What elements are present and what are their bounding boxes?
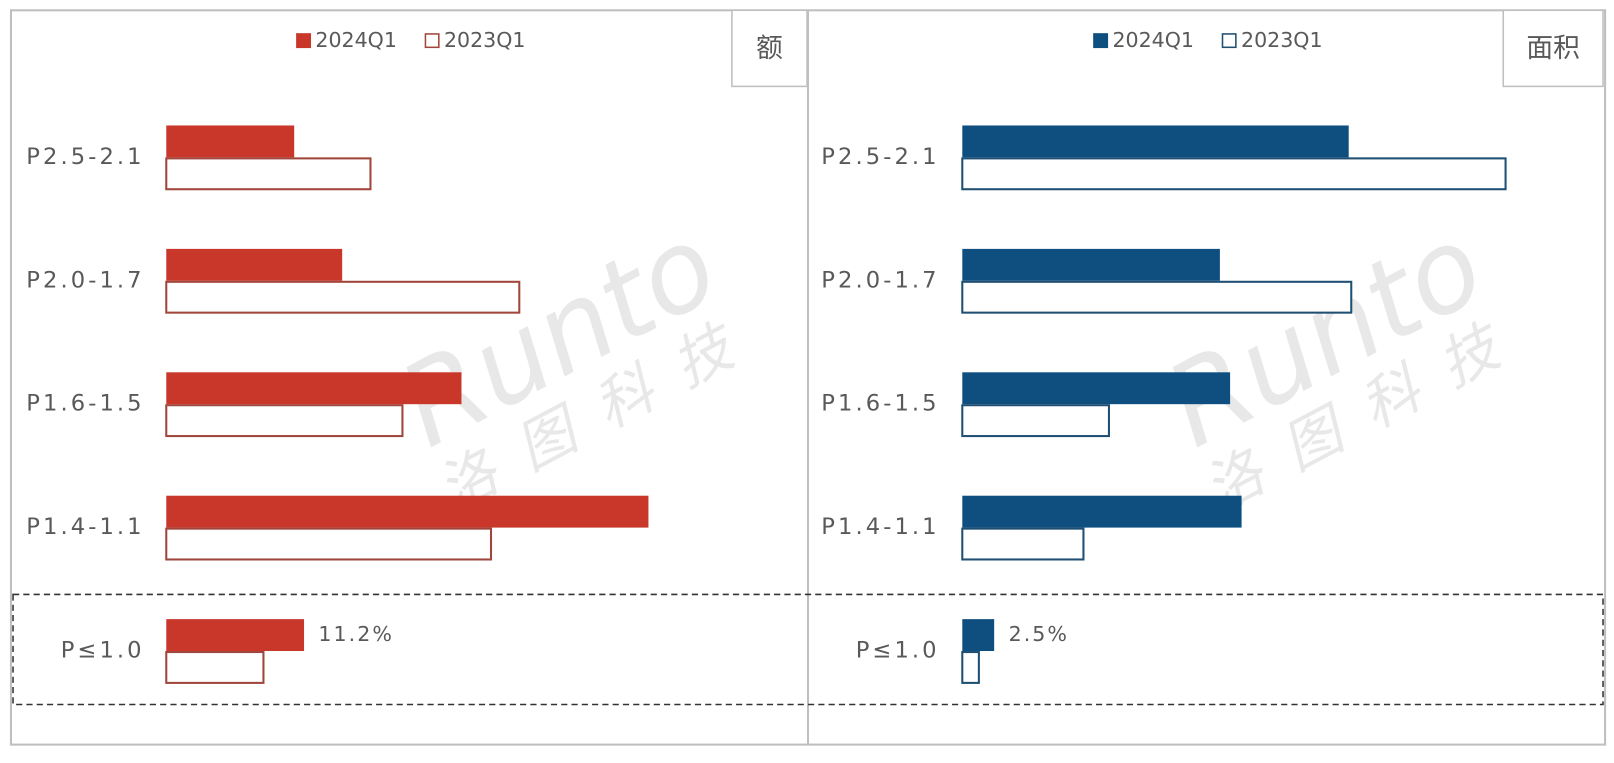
chart-title: 面积 bbox=[1526, 33, 1579, 64]
legend-label: 2024Q1 bbox=[1112, 28, 1194, 52]
bar bbox=[961, 280, 1353, 314]
bar bbox=[166, 125, 295, 158]
legend-swatch bbox=[296, 33, 312, 49]
bar bbox=[961, 404, 1110, 438]
highlight-box bbox=[12, 593, 1604, 706]
legend-label: 2024Q1 bbox=[315, 28, 397, 52]
bar bbox=[166, 248, 343, 281]
bar bbox=[962, 248, 1220, 281]
category-label: P2.0-1.7 bbox=[26, 267, 144, 293]
category-label: P2.5-2.1 bbox=[26, 144, 144, 170]
legend-swatch bbox=[1221, 33, 1237, 49]
category-label: P≤1.0 bbox=[61, 638, 145, 664]
bar bbox=[165, 527, 493, 561]
bar bbox=[962, 125, 1349, 158]
category-label: P2.0-1.7 bbox=[821, 267, 939, 293]
category-label: P2.5-2.1 bbox=[821, 144, 939, 170]
bar bbox=[165, 280, 521, 314]
value-label: 11.2% bbox=[318, 622, 394, 646]
category-label: P1.4-1.1 bbox=[821, 514, 939, 540]
bar bbox=[166, 495, 649, 528]
title-box bbox=[731, 9, 808, 88]
value-label: 2.5% bbox=[1009, 622, 1069, 646]
bar bbox=[961, 651, 980, 684]
chart-title: 额 bbox=[756, 33, 783, 64]
bar bbox=[962, 495, 1242, 528]
legend-label: 2023Q1 bbox=[444, 28, 526, 52]
category-label: P1.6-1.5 bbox=[821, 391, 939, 417]
legend-swatch bbox=[424, 33, 440, 49]
bar bbox=[961, 527, 1085, 561]
title-box bbox=[1502, 9, 1604, 88]
bar bbox=[962, 619, 995, 652]
category-label: P1.6-1.5 bbox=[26, 391, 144, 417]
bar bbox=[165, 651, 265, 684]
legend-label: 2023Q1 bbox=[1241, 28, 1323, 52]
bar bbox=[165, 157, 372, 191]
bar bbox=[961, 157, 1507, 191]
bar bbox=[166, 619, 305, 652]
category-label: P≤1.0 bbox=[856, 638, 940, 664]
bar bbox=[962, 372, 1231, 405]
legend-swatch bbox=[1093, 33, 1109, 49]
bar bbox=[165, 404, 404, 438]
bar bbox=[166, 372, 462, 405]
category-label: P1.4-1.1 bbox=[26, 514, 144, 540]
